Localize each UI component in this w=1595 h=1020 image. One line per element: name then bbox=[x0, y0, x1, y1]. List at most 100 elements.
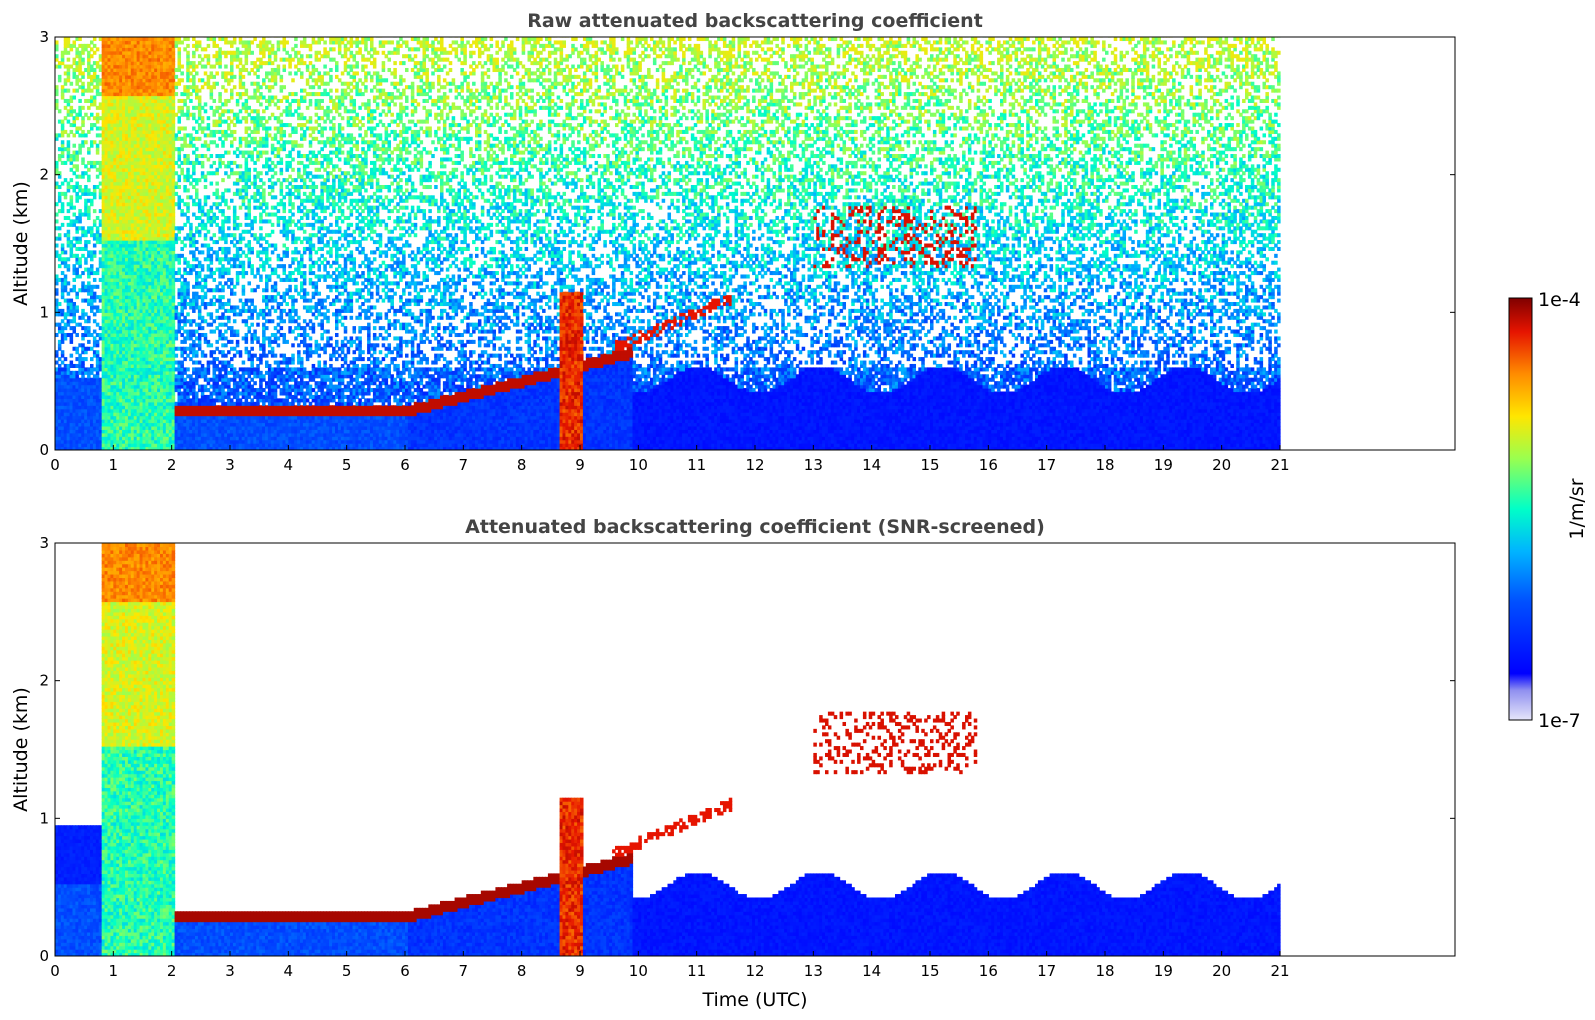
heatmap-cell bbox=[125, 236, 129, 241]
heatmap-cell bbox=[171, 88, 176, 93]
heatmap-cell bbox=[72, 236, 77, 241]
heatmap-cell bbox=[127, 236, 132, 241]
heatmap-cell bbox=[101, 164, 106, 169]
heatmap-cell bbox=[119, 191, 123, 196]
heatmap-cell bbox=[119, 219, 123, 224]
heatmap-cell bbox=[104, 429, 109, 434]
heatmap-cell bbox=[75, 274, 79, 279]
heatmap-cell bbox=[110, 246, 114, 251]
heatmap-cell bbox=[72, 401, 77, 406]
heatmap-cell bbox=[139, 412, 144, 417]
heatmap-cell bbox=[98, 332, 103, 338]
heatmap-cell bbox=[125, 198, 129, 203]
heatmap-cell bbox=[119, 215, 123, 221]
heatmap-cell bbox=[110, 284, 114, 289]
heatmap-cell bbox=[95, 236, 100, 241]
heatmap-cell bbox=[192, 198, 196, 203]
heatmap-cell bbox=[119, 133, 123, 138]
heatmap-cell bbox=[136, 209, 141, 214]
heatmap-cell bbox=[84, 260, 88, 265]
heatmap-cell bbox=[122, 57, 126, 62]
heatmap-cell bbox=[90, 40, 94, 45]
heatmap-cell bbox=[133, 439, 138, 444]
heatmap-cell bbox=[101, 374, 106, 379]
heatmap-cell bbox=[98, 408, 103, 413]
heatmap-cell bbox=[113, 408, 117, 413]
heatmap-cell bbox=[101, 302, 106, 307]
heatmap-cell bbox=[130, 147, 135, 152]
heatmap-cell bbox=[78, 377, 82, 382]
heatmap-cell bbox=[55, 243, 59, 248]
heatmap-cell bbox=[81, 157, 85, 162]
heatmap-cell bbox=[90, 295, 94, 300]
heatmap-cell bbox=[177, 37, 182, 42]
heatmap-cell bbox=[171, 339, 176, 344]
heatmap-cell bbox=[92, 432, 97, 437]
heatmap-cell bbox=[116, 291, 120, 296]
heatmap-cell bbox=[127, 381, 132, 386]
heatmap-cell bbox=[66, 312, 71, 317]
heatmap-cell bbox=[116, 370, 120, 375]
heatmap-cell bbox=[101, 88, 106, 93]
heatmap-cell bbox=[127, 112, 132, 117]
heatmap-cell bbox=[72, 143, 77, 148]
heatmap-cell bbox=[98, 181, 103, 186]
heatmap-cell bbox=[66, 267, 71, 272]
heatmap-cell bbox=[116, 391, 120, 396]
heatmap-cell bbox=[192, 233, 196, 238]
heatmap-cell bbox=[78, 64, 82, 69]
heatmap-cell bbox=[63, 422, 68, 427]
heatmap-cell bbox=[81, 174, 85, 179]
heatmap-cell bbox=[183, 184, 187, 190]
heatmap-cell bbox=[186, 209, 190, 214]
heatmap-cell bbox=[116, 40, 120, 45]
heatmap-cell bbox=[110, 419, 114, 424]
heatmap-cell bbox=[171, 394, 176, 399]
heatmap-cell bbox=[95, 88, 100, 93]
heatmap-cell bbox=[78, 443, 82, 448]
heatmap-cell bbox=[98, 219, 103, 224]
heatmap-cell bbox=[63, 439, 68, 444]
heatmap-cell bbox=[130, 322, 135, 327]
heatmap-cell bbox=[136, 312, 141, 317]
heatmap-cell bbox=[95, 377, 100, 382]
heatmap-cell bbox=[136, 322, 141, 327]
heatmap-cell bbox=[95, 295, 100, 300]
heatmap-cell bbox=[130, 74, 135, 79]
heatmap-cell bbox=[133, 339, 138, 344]
heatmap-cell bbox=[107, 374, 112, 379]
heatmap-cell bbox=[104, 267, 109, 272]
heatmap-cell bbox=[130, 271, 135, 276]
heatmap-cell bbox=[92, 250, 97, 255]
heatmap-cell bbox=[78, 257, 82, 262]
heatmap-cell bbox=[98, 394, 103, 399]
heatmap-cell bbox=[98, 260, 103, 265]
heatmap-cell bbox=[113, 250, 117, 255]
heatmap-cell bbox=[72, 388, 77, 393]
heatmap-cell bbox=[133, 326, 138, 331]
heatmap-cell bbox=[203, 174, 208, 179]
heatmap-cell bbox=[81, 405, 85, 410]
heatmap-cell bbox=[127, 446, 132, 450]
heatmap-cell bbox=[101, 367, 106, 372]
heatmap-cell bbox=[113, 40, 117, 45]
heatmap-cell bbox=[55, 47, 59, 52]
heatmap-cell bbox=[206, 370, 211, 375]
heatmap-cell bbox=[125, 188, 129, 193]
heatmap-cell bbox=[130, 401, 135, 406]
heatmap-cell bbox=[127, 109, 132, 114]
heatmap-cell bbox=[81, 439, 85, 444]
heatmap-cell bbox=[177, 116, 182, 121]
heatmap-cell bbox=[113, 171, 117, 176]
heatmap-cell bbox=[113, 164, 117, 169]
heatmap-cell bbox=[98, 381, 103, 386]
heatmap-cell bbox=[72, 150, 77, 155]
heatmap-cell bbox=[84, 298, 88, 303]
heatmap-cell bbox=[90, 332, 94, 338]
heatmap-cell bbox=[127, 129, 132, 134]
heatmap-cell bbox=[107, 357, 112, 362]
heatmap-cell bbox=[81, 288, 85, 293]
heatmap-cell bbox=[75, 429, 79, 434]
heatmap-cell bbox=[104, 81, 109, 86]
heatmap-cell bbox=[66, 363, 71, 368]
